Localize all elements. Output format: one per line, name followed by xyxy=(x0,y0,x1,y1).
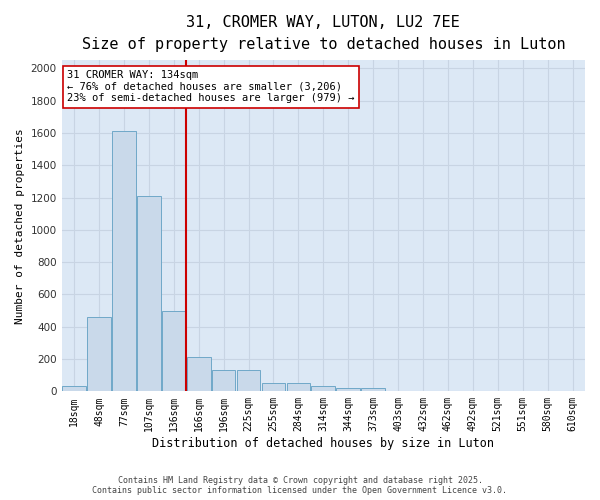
Bar xyxy=(137,196,161,392)
Title: 31, CROMER WAY, LUTON, LU2 7EE
Size of property relative to detached houses in L: 31, CROMER WAY, LUTON, LU2 7EE Size of p… xyxy=(82,15,565,52)
Text: Contains HM Land Registry data © Crown copyright and database right 2025.
Contai: Contains HM Land Registry data © Crown c… xyxy=(92,476,508,495)
X-axis label: Distribution of detached houses by size in Luton: Distribution of detached houses by size … xyxy=(152,437,494,450)
Bar xyxy=(337,388,360,392)
Bar xyxy=(187,358,211,392)
Text: 31 CROMER WAY: 134sqm
← 76% of detached houses are smaller (3,206)
23% of semi-d: 31 CROMER WAY: 134sqm ← 76% of detached … xyxy=(67,70,355,103)
Bar xyxy=(311,386,335,392)
Bar xyxy=(162,310,185,392)
Bar xyxy=(212,370,235,392)
Bar xyxy=(361,388,385,392)
Bar xyxy=(112,132,136,392)
Bar xyxy=(287,384,310,392)
Bar xyxy=(262,384,286,392)
Bar xyxy=(237,370,260,392)
Bar xyxy=(62,386,86,392)
Bar xyxy=(87,317,111,392)
Y-axis label: Number of detached properties: Number of detached properties xyxy=(15,128,25,324)
